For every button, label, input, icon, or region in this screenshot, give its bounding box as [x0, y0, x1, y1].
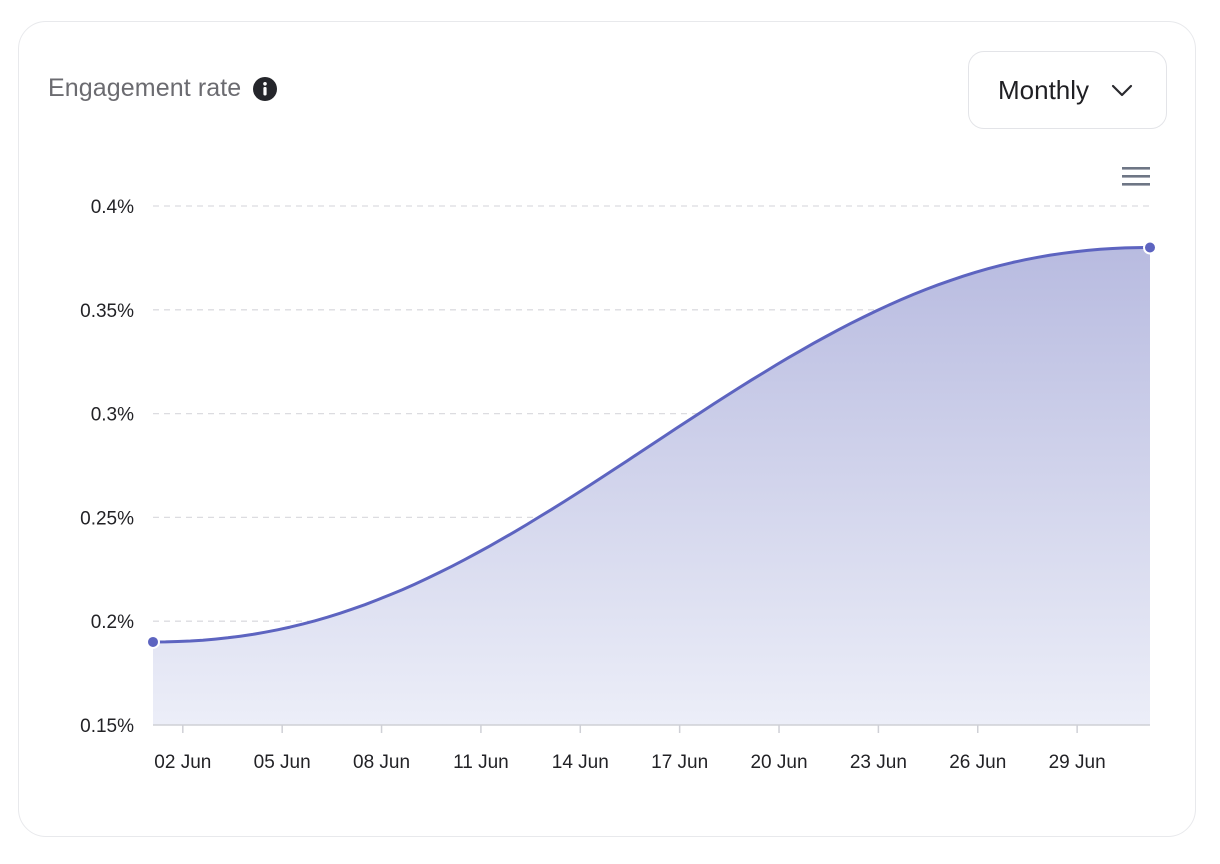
- x-tick-label: 11 Jun: [453, 752, 509, 773]
- x-tick-label: 29 Jun: [1049, 752, 1106, 773]
- x-tick-label: 05 Jun: [254, 752, 311, 773]
- chevron-down-icon: [1109, 77, 1135, 103]
- y-tick-label: 0.4%: [91, 197, 134, 218]
- x-tick-label: 20 Jun: [750, 752, 807, 773]
- period-select-value: Monthly: [998, 74, 1090, 105]
- y-tick-label: 0.25%: [80, 508, 134, 529]
- x-tick-label: 02 Jun: [154, 752, 211, 773]
- chart-header: Engagement rate: [48, 74, 278, 103]
- data-point: [146, 634, 160, 649]
- x-tick-label: 17 Jun: [651, 752, 708, 773]
- y-tick-label: 0.35%: [80, 301, 134, 322]
- x-tick-label: 14 Jun: [552, 752, 609, 773]
- area-fill: [153, 247, 1150, 725]
- hamburger-menu-icon[interactable]: [1120, 165, 1152, 189]
- y-tick-label: 0.2%: [91, 612, 134, 633]
- data-point: [1143, 240, 1157, 255]
- series-line: [152, 246, 1151, 644]
- info-icon[interactable]: [253, 76, 278, 101]
- y-tick-label: 0.15%: [80, 716, 134, 737]
- period-select[interactable]: Monthly: [968, 51, 1167, 129]
- x-tick-label: 26 Jun: [949, 752, 1006, 773]
- y-tick-label: 0.3%: [91, 405, 134, 426]
- x-tick-label: 08 Jun: [353, 752, 410, 773]
- chart-title: Engagement rate: [48, 74, 242, 102]
- x-tick-label: 23 Jun: [850, 752, 907, 773]
